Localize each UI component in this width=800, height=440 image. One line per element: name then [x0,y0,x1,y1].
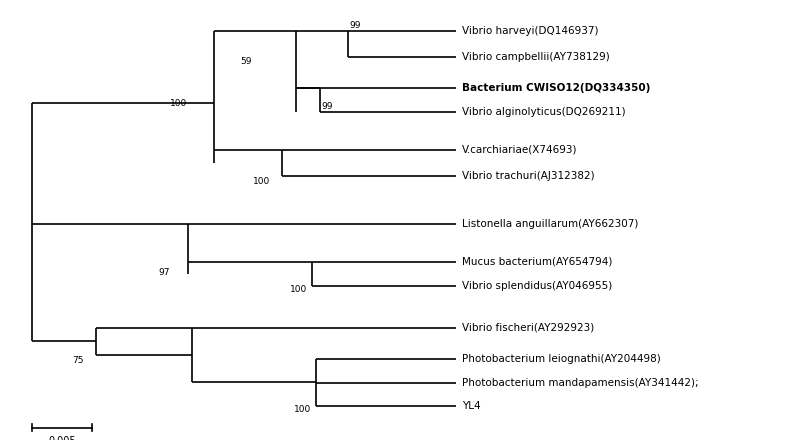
Text: Vibrio splendidus(AY046955): Vibrio splendidus(AY046955) [462,281,613,291]
Text: 75: 75 [72,356,83,364]
Text: 0.005: 0.005 [48,436,76,440]
Text: 99: 99 [322,102,333,111]
Text: Photobacterium leiognathi(AY204498): Photobacterium leiognathi(AY204498) [462,354,661,363]
Text: 100: 100 [170,99,187,108]
Text: 100: 100 [290,285,308,294]
Text: 99: 99 [350,21,361,30]
Text: YL4: YL4 [462,401,481,411]
Text: 97: 97 [158,268,170,277]
Text: 100: 100 [253,177,270,186]
Text: Vibrio campbellii(AY738129): Vibrio campbellii(AY738129) [462,52,610,62]
Text: 59: 59 [240,57,251,66]
Text: Listonella anguillarum(AY662307): Listonella anguillarum(AY662307) [462,220,638,229]
Text: Vibrio fischeri(AY292923): Vibrio fischeri(AY292923) [462,323,594,333]
Text: V.carchiariae(X74693): V.carchiariae(X74693) [462,145,578,154]
Text: Bacterium CWISO12(DQ334350): Bacterium CWISO12(DQ334350) [462,83,650,93]
Text: Vibrio alginolyticus(DQ269211): Vibrio alginolyticus(DQ269211) [462,107,626,117]
Text: Vibrio trachuri(AJ312382): Vibrio trachuri(AJ312382) [462,171,595,181]
Text: Vibrio harveyi(DQ146937): Vibrio harveyi(DQ146937) [462,26,599,36]
Text: Photobacterium mandapamensis(AY341442);: Photobacterium mandapamensis(AY341442); [462,378,699,388]
Text: 100: 100 [294,405,311,414]
Text: Mucus bacterium(AY654794): Mucus bacterium(AY654794) [462,257,613,267]
